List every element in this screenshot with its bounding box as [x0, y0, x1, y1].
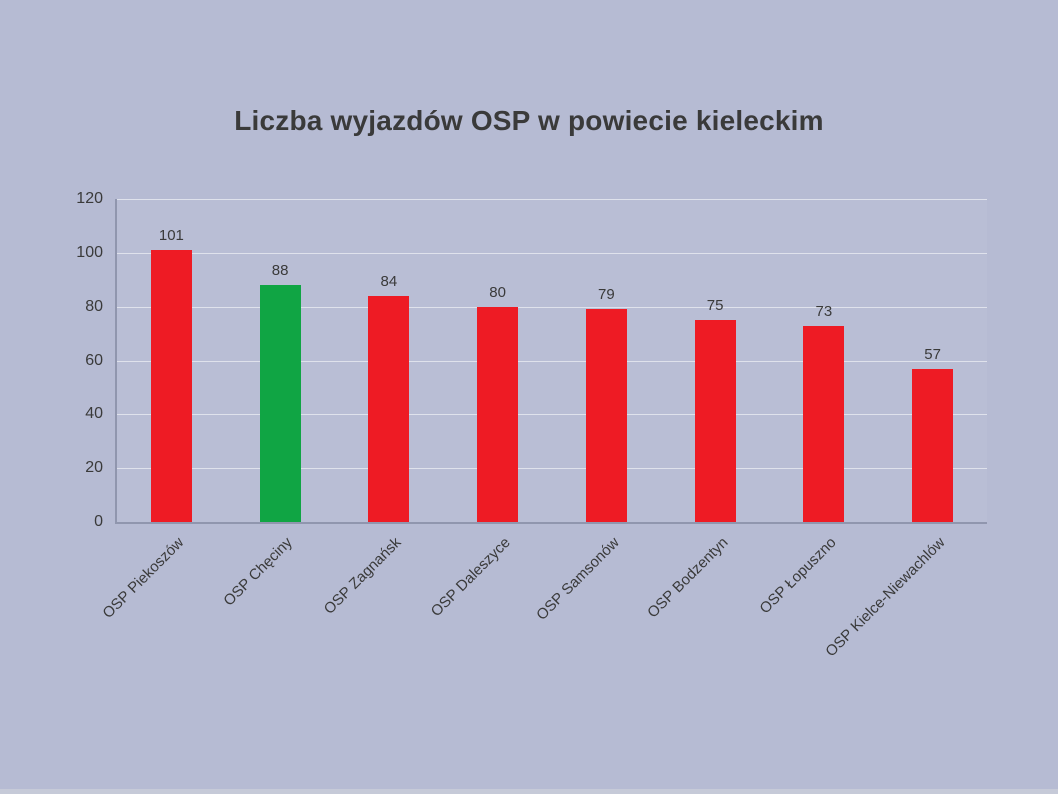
gridline — [117, 468, 987, 470]
bar-8 — [912, 368, 954, 522]
bar-4 — [477, 306, 519, 522]
bottom-edge-decoration — [0, 789, 1058, 794]
gridline — [117, 252, 987, 254]
bar-value-label: 79 — [598, 286, 615, 304]
bar-6 — [694, 320, 736, 522]
y-axis-tick-label: 120 — [76, 190, 103, 207]
bar-7 — [803, 325, 845, 522]
gridline — [117, 199, 987, 200]
bar-value-label: 80 — [489, 283, 506, 301]
bar-value-label: 88 — [271, 262, 289, 280]
x-axis-label: OSP Łopuszno — [756, 534, 840, 618]
bar-value-label: 75 — [706, 297, 724, 315]
gridline — [117, 360, 987, 362]
bar-5 — [585, 309, 627, 522]
y-axis-tick-label: 40 — [85, 405, 103, 423]
y-axis-tick-label: 0 — [94, 513, 103, 530]
y-axis-tick-label: 20 — [85, 459, 103, 477]
x-axis-label: OSP Samsonów — [532, 534, 623, 624]
gridline — [117, 306, 987, 308]
plot-area: 101 88 84 80 79 75 73 57 — [115, 199, 987, 524]
y-axis-tick-label: 80 — [85, 297, 103, 315]
bar-3 — [368, 295, 410, 522]
bar-value-label: 73 — [815, 302, 833, 320]
chart-title: Liczba wyjazdów OSP w powiecie kieleckim — [234, 105, 824, 136]
x-axis-label: OSP Kielce-Niewachlów — [822, 534, 949, 661]
bar-value-label: 84 — [380, 272, 398, 290]
x-axis-label: OSP Daleszyce — [427, 534, 514, 621]
x-axis-label: OSP Piekoszów — [99, 534, 188, 622]
y-axis-tick-label: 100 — [76, 243, 103, 261]
x-axis-label: OSP Bodzentyn — [643, 534, 732, 622]
y-axis-tick-label: 60 — [85, 351, 103, 369]
bar-value-label: 57 — [924, 345, 941, 363]
x-axis-label: OSP Chęciny — [220, 534, 297, 610]
bar-value-label: 101 — [158, 227, 184, 245]
bar-2 — [259, 285, 301, 522]
x-axis-label: OSP Zagnańsk — [321, 534, 405, 618]
gridline — [117, 414, 987, 416]
bar-1 — [150, 250, 192, 522]
